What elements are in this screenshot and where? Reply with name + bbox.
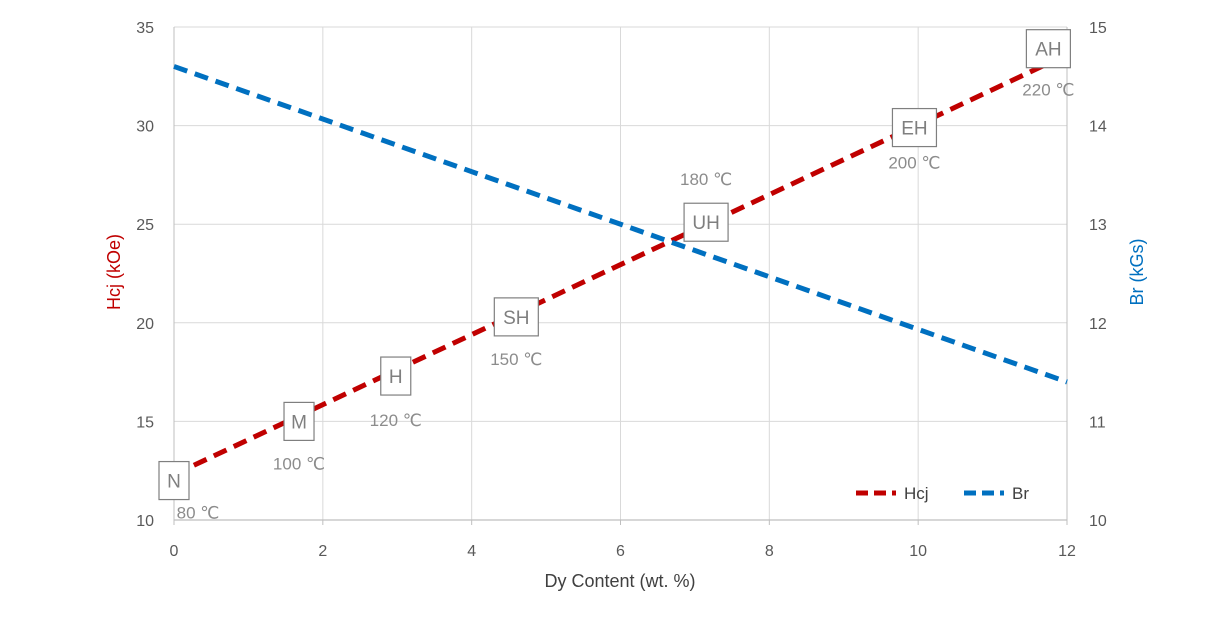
x-tick-label: 12 [1058,543,1076,560]
series-line-br [173,64,1068,385]
temperature-label: 80 ℃ [177,504,220,523]
axes: 0 2 4 6 8 10 12 10 15 20 25 30 35 10 11 12 13 14 15 [136,20,1107,560]
x-tick-label: 8 [765,543,774,560]
annotations: N 80 ℃ M 100 ℃ H 120 ℃ SH 150 ℃ UH 180 ℃ EH 200 ℃ AH… [158,29,1074,523]
grade-annotation: EH 200 ℃ [888,107,941,173]
temperature-label: 150 ℃ [490,350,542,369]
temperature-label: 100 ℃ [273,454,325,473]
x-tick-label: 0 [170,543,179,560]
y-right-tick-label: 15 [1089,20,1107,37]
y-left-tick-label: 15 [136,414,154,431]
grade-label: EH [901,119,927,140]
legend: Hcj Br [856,484,1029,503]
temperature-label: 180 ℃ [680,170,732,189]
grade-box [158,460,190,501]
legend-item-hcj: Hcj [856,484,929,503]
grade-annotation: N 80 ℃ [158,460,220,523]
x-tick-label: 2 [318,543,327,560]
y-right-tick-label: 14 [1089,119,1107,136]
temperature-label: 220 ℃ [1022,81,1074,100]
x-tick-label: 10 [909,543,927,560]
grade-annotation: SH 150 ℃ [490,297,542,369]
y-left-tick-label: 25 [136,217,154,234]
grade-annotation: UH 180 ℃ [680,170,732,242]
y-right-tick-label: 10 [1089,513,1107,530]
grid [173,26,1068,521]
legend-item-br: Br [964,484,1029,503]
grade-label: H [389,367,403,388]
y-right-tick-label: 12 [1089,316,1107,333]
grade-label: N [167,472,181,493]
grade-label: UH [692,213,719,234]
y-left-tick-label: 30 [136,119,154,136]
legend-label: Br [1012,484,1029,503]
temperature-label: 200 ℃ [888,154,940,173]
x-tick-label: 4 [467,543,476,560]
grade-annotation: H 120 ℃ [370,356,422,430]
grade-annotation: M 100 ℃ [273,401,325,473]
y-right-tick-label: 11 [1089,414,1106,431]
grade-box [283,401,315,441]
y-left-tick-label: 20 [136,316,154,333]
grade-box [891,107,938,148]
grade-label: SH [503,308,529,329]
y-axis-right-title: Br (kGs) [1127,239,1147,306]
temperature-label: 120 ℃ [370,411,422,430]
y-left-tick-label: 10 [136,513,154,530]
grade-box [493,297,539,337]
grade-label: AH [1035,40,1061,61]
y-left-tick-label: 35 [136,20,154,37]
grade-box [1025,29,1071,69]
grade-box [683,202,729,242]
x-axis-title: Dy Content (wt. %) [544,571,695,591]
x-tick-label: 6 [616,543,625,560]
y-axis-left-title: Hcj (kOe) [104,234,124,310]
y-right-tick-label: 13 [1089,217,1107,234]
grade-box [380,356,412,396]
legend-label: Hcj [904,484,929,503]
grade-label: M [291,412,307,433]
grade-annotation: AH 220 ℃ [1022,29,1074,100]
